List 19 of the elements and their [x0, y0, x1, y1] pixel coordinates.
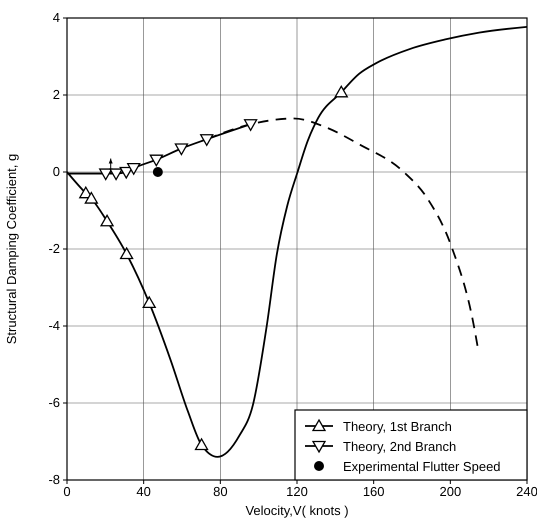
- x-tick-label: 120: [286, 484, 308, 500]
- legend-label: Theory, 1st Branch: [343, 419, 452, 434]
- x-tick-label: 240: [516, 484, 537, 500]
- y-tick-label: 2: [52, 87, 60, 102]
- legend-label: Theory, 2nd Branch: [343, 439, 456, 454]
- legend-label: Experimental Flutter Speed: [343, 459, 501, 474]
- y-tick-label: -4: [48, 318, 60, 334]
- x-tick-label: 200: [439, 484, 462, 500]
- y-tick-label: -8: [48, 472, 60, 488]
- y-tick-label: -6: [48, 395, 60, 410]
- y-tick-label: 0: [52, 164, 60, 180]
- y-tick-label: 4: [52, 10, 60, 26]
- x-axis-title: Velocity,V( knots ): [245, 503, 349, 518]
- y-tick-label: -2: [48, 241, 60, 256]
- x-tick-label: 40: [136, 484, 151, 500]
- x-tick-label: 80: [213, 484, 228, 500]
- y-axis-title: Structural Damping Coefficient, g: [4, 154, 19, 344]
- x-tick-label: 160: [362, 484, 385, 500]
- x-tick-label: 0: [63, 484, 71, 500]
